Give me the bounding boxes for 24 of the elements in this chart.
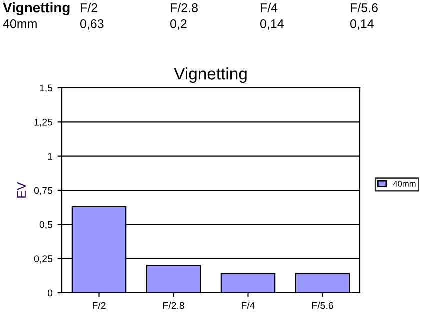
data-label: 0,63	[80, 20, 104, 30]
data-label: 0,2	[170, 20, 187, 30]
y-tick-label: 0,5	[40, 221, 53, 230]
category-label: F/4	[242, 302, 255, 310]
y-axis-title: EV	[17, 182, 26, 198]
x-tick-label: F/4	[261, 3, 278, 12]
y-tick-label: 1	[48, 153, 52, 160]
chart-title: Vignetting	[174, 68, 247, 84]
chart-title: Vignetting	[3, 2, 70, 16]
x-tick-label: F/5.6	[351, 3, 378, 12]
x-tick-label: F/2.8	[171, 3, 198, 12]
legend-label: 40mm	[393, 181, 416, 187]
y-tick-label: 1,25	[34, 118, 53, 127]
data-label: 0,14	[350, 20, 374, 30]
data-label: 0,14	[260, 20, 284, 30]
y-tick-label: 0	[48, 290, 53, 297]
category-label: F/5.6	[312, 302, 334, 310]
category-label: F/2.8	[163, 302, 184, 310]
text: 40mm	[3, 20, 37, 28]
y-tick-label: 0,25	[34, 256, 53, 264]
category-label: F/2	[93, 302, 106, 310]
x-tick-label: F/2	[81, 3, 98, 12]
y-tick-label: 1,5	[40, 84, 53, 93]
y-tick-label: 0,75	[34, 187, 53, 196]
